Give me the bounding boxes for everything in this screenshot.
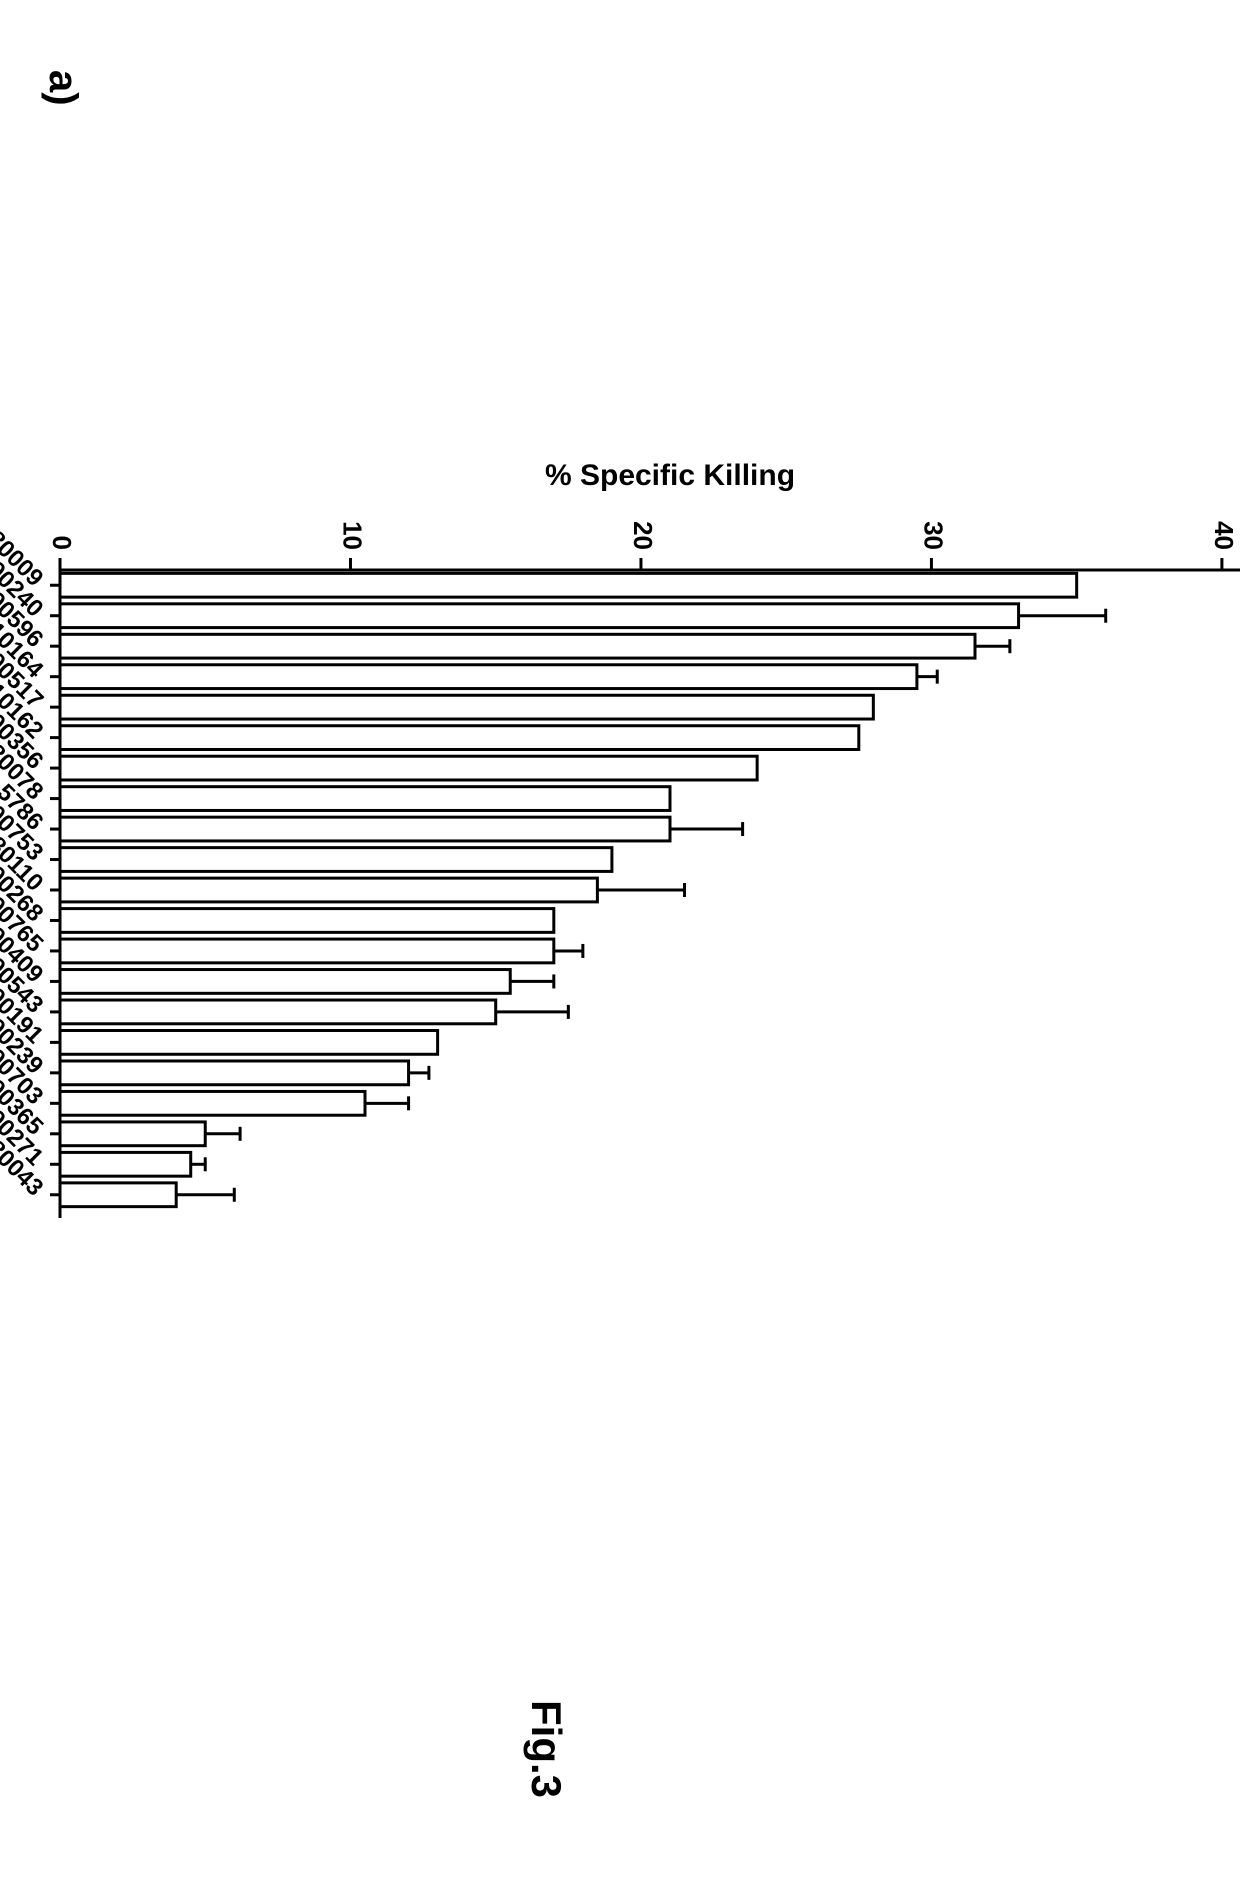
bar [60, 756, 757, 780]
y-tick-label: 0 [47, 536, 77, 550]
bar [60, 634, 975, 658]
y-tick-label: 10 [338, 521, 368, 550]
bar [60, 1030, 438, 1054]
page: a) 010203040% Specific Killing0800090902… [0, 0, 1240, 1882]
bar [60, 573, 1077, 597]
bar [60, 817, 670, 841]
bar [60, 787, 670, 811]
bar [60, 1183, 176, 1207]
y-tick-label: 40 [1209, 521, 1239, 550]
panel-label: a) [40, 70, 85, 106]
bar [60, 665, 917, 689]
bar [60, 695, 873, 719]
bar-chart: 010203040% Specific Killing0800090902400… [0, 350, 1240, 1350]
bar [60, 939, 554, 963]
y-axis-label: % Specific Killing [545, 459, 795, 492]
bar [60, 1152, 191, 1176]
bar [60, 970, 510, 994]
bar [60, 878, 597, 902]
y-tick-label: 20 [628, 521, 658, 550]
bar [60, 604, 1019, 628]
bar [60, 1000, 496, 1024]
figure-caption: Fig.3 [522, 1700, 570, 1798]
bar [60, 848, 612, 872]
bar [60, 1122, 205, 1146]
y-tick-label: 30 [919, 521, 949, 550]
bar [60, 1091, 365, 1115]
bar [60, 726, 859, 750]
bar [60, 1061, 409, 1085]
bar [60, 909, 554, 933]
